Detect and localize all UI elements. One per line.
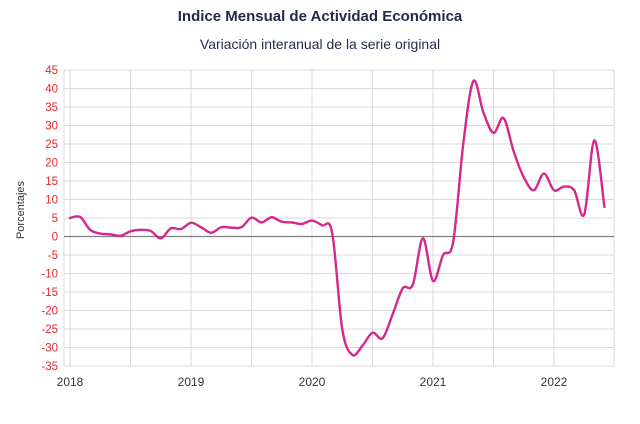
chart-title: Indice Mensual de Actividad Económica (177, 8, 463, 25)
plot-border (63, 69, 615, 367)
y-tick-label: 30 (45, 121, 58, 133)
y-tick-label: -30 (41, 343, 58, 355)
grid-lines (63, 69, 615, 367)
x-tick-label: 2018 (57, 375, 84, 389)
x-tick-label: 2019 (178, 375, 205, 389)
x-tick-label: 2022 (541, 375, 568, 389)
y-tick-label: 20 (45, 158, 58, 170)
y-tick-label: -5 (48, 250, 58, 262)
y-tick-label: 0 (52, 232, 58, 244)
y-tick-label: -20 (41, 306, 58, 318)
y-tick-label: -10 (41, 269, 58, 281)
y-tick-label: 45 (45, 65, 58, 77)
x-tick-label: 2020 (299, 375, 326, 389)
y-tick-label: -35 (41, 361, 58, 373)
y-tick-label: 10 (45, 195, 58, 207)
chart-subtitle: Variación interanual de la serie origina… (199, 36, 441, 52)
y-tick-label: 5 (52, 213, 58, 225)
y-tick-label: 25 (45, 139, 58, 151)
y-tick-label: -15 (41, 287, 58, 299)
y-tick-label: 35 (45, 102, 58, 114)
x-axis-ticks: 2018 2019 2020 2021 2022 (57, 375, 568, 389)
y-axis-ticks: 45 40 35 30 25 20 15 10 5 0 -5 -10 -15 -20 -25 -30 -35 (41, 65, 58, 373)
series-line (68, 79, 606, 357)
y-tick-label: -25 (41, 324, 58, 336)
y-tick-label: 15 (45, 176, 58, 188)
x-tick-label: 2021 (420, 375, 447, 389)
y-tick-label: 40 (45, 84, 58, 96)
y-axis-label: Porcentajes (15, 180, 27, 239)
